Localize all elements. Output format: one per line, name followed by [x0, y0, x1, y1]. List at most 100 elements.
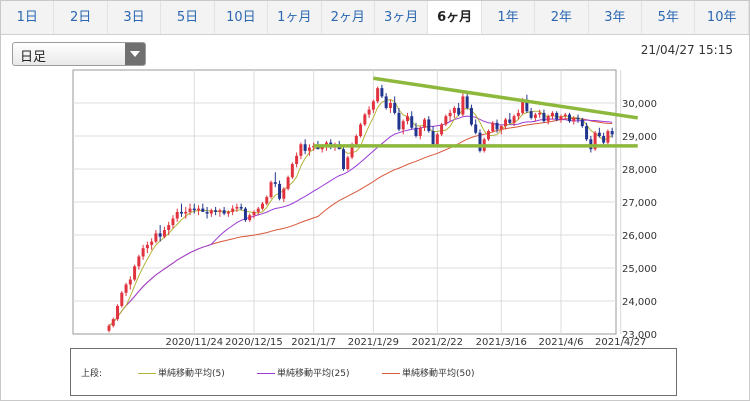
- tab-0[interactable]: 1日: [1, 1, 55, 34]
- candle-body: [235, 206, 239, 209]
- candle-body: [521, 99, 525, 113]
- candle-body: [376, 88, 380, 102]
- candle-body: [606, 131, 610, 143]
- candle-body: [555, 112, 559, 120]
- candle-body: [563, 114, 567, 117]
- candle-body: [418, 127, 422, 136]
- tab-12[interactable]: 5年: [642, 1, 696, 34]
- candle-body: [192, 208, 196, 211]
- candle-body: [542, 112, 546, 122]
- x-tick-label: 2021/1/7: [291, 337, 336, 348]
- candle-body: [478, 132, 482, 151]
- candle-body: [393, 103, 397, 113]
- candle-body: [128, 279, 132, 285]
- y-tick-label: 29,000: [622, 132, 657, 143]
- candle-body: [282, 188, 286, 199]
- candle-body: [388, 103, 392, 108]
- candle-body: [410, 116, 414, 128]
- legend: 上段: 単純移動平均(5) 単純移動平均(25) 単純移動平均(50): [70, 348, 677, 396]
- y-tick-label: 30,000: [622, 99, 657, 110]
- interval-select[interactable]: 日足: [12, 42, 146, 66]
- candle-body: [239, 206, 243, 209]
- candle-body: [278, 183, 282, 199]
- legend-label-ma5: 単純移動平均(5): [158, 369, 225, 379]
- legend-swatch-ma50: [382, 373, 400, 374]
- candle-body: [414, 127, 418, 136]
- candle-body: [602, 136, 606, 143]
- candle-body: [137, 256, 141, 267]
- candle-body: [205, 211, 209, 214]
- y-tick-label: 26,000: [622, 231, 657, 242]
- candle-body: [201, 208, 205, 212]
- candle-body: [495, 122, 499, 130]
- candle-body: [435, 134, 439, 145]
- candle-body: [585, 126, 589, 140]
- tab-11[interactable]: 3年: [589, 1, 643, 34]
- candle-body: [448, 112, 452, 117]
- tab-1[interactable]: 2日: [54, 1, 108, 34]
- candle-body: [499, 126, 503, 130]
- candle-body: [457, 107, 461, 115]
- candle-body: [550, 112, 554, 117]
- legend-item-ma25: 単純移動平均(25): [257, 366, 349, 379]
- candle-body: [162, 230, 166, 237]
- candle-body: [141, 248, 145, 257]
- candle-body: [512, 116, 516, 123]
- candle-body: [145, 244, 149, 249]
- legend-label-ma50: 単純移動平均(50): [402, 369, 475, 379]
- candle-body: [597, 132, 601, 136]
- candle-body: [188, 208, 192, 212]
- candle-body: [593, 132, 597, 150]
- candle-body: [171, 218, 175, 226]
- candle-body: [243, 208, 247, 221]
- interval-select-value: 日足: [20, 50, 47, 65]
- x-tick-label: 2020/11/24: [165, 337, 223, 348]
- moving-average-ma25: [108, 115, 613, 327]
- candle-body: [261, 203, 264, 209]
- tab-8[interactable]: 6ヶ月: [428, 1, 482, 34]
- candle-body: [265, 197, 269, 204]
- tab-6[interactable]: 2ヶ月: [322, 1, 375, 34]
- tab-10[interactable]: 2年: [535, 1, 589, 34]
- candle-body: [342, 149, 346, 169]
- timestamp: 21/04/27 15:15: [640, 43, 733, 57]
- candle-body: [150, 241, 154, 245]
- candle-body: [546, 116, 550, 122]
- candle-body: [124, 284, 128, 293]
- candle-body: [538, 112, 542, 115]
- tab-7[interactable]: 3ヶ月: [375, 1, 429, 34]
- tab-5[interactable]: 1ヶ月: [268, 1, 322, 34]
- candle-body: [576, 117, 580, 120]
- candle-body: [252, 211, 256, 216]
- candle-body: [359, 124, 363, 136]
- candle-body: [363, 114, 367, 125]
- tab-2[interactable]: 3日: [108, 1, 162, 34]
- candle-body: [423, 119, 427, 128]
- chevron-down-icon[interactable]: [125, 43, 145, 65]
- legend-label-ma25: 単純移動平均(25): [277, 369, 350, 379]
- candle-body: [248, 215, 252, 221]
- x-tick-label: 2020/12/15: [225, 337, 283, 348]
- period-tabs: 1日 2日 3日 5日 10日 1ヶ月 2ヶ月 3ヶ月 6ヶ月 1年 2年 3年 5年 10年: [1, 1, 749, 35]
- tab-3[interactable]: 5日: [161, 1, 215, 34]
- candle-body: [474, 124, 478, 133]
- candle-body: [380, 88, 384, 97]
- candle-body: [111, 319, 115, 326]
- tab-4[interactable]: 10日: [215, 1, 269, 34]
- candle-body: [384, 96, 388, 108]
- candle-body: [431, 131, 435, 145]
- candle-body: [269, 182, 273, 198]
- candle-body: [175, 211, 179, 219]
- candle-body: [525, 99, 529, 112]
- x-tick-label: 2021/2/22: [412, 337, 463, 348]
- legend-item-ma50: 単純移動平均(50): [382, 366, 474, 379]
- y-tick-label: 28,000: [622, 165, 657, 176]
- candle-body: [371, 101, 375, 110]
- y-tick-label: 24,000: [622, 297, 657, 308]
- tab-13[interactable]: 10年: [695, 1, 749, 34]
- candle-body: [226, 211, 230, 214]
- y-tick-label: 25,000: [622, 264, 657, 275]
- candlestick-chart: 23,000 24,000 25,000 26,000 27,000 28,000 29,0…: [72, 69, 657, 348]
- tab-9[interactable]: 1年: [482, 1, 536, 34]
